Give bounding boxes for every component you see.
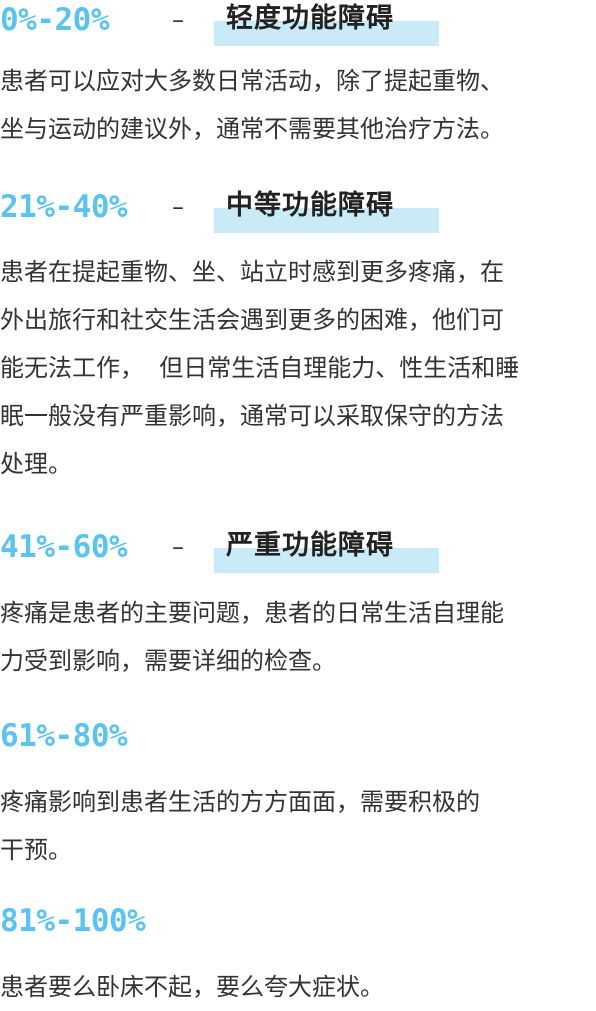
section-21-40: 21%-40% – 中等功能障碍 患者在提起重物、坐、站立时感到更多疼痛，在 外…	[0, 187, 596, 478]
description-line: 患者可以应对大多数日常活动，除了提起重物、	[0, 67, 504, 95]
level-label: 轻度功能障碍	[226, 3, 394, 34]
section-header: 0%-20% – 轻度功能障碍	[0, 0, 596, 46]
range-label: 81%-100%	[0, 903, 146, 939]
description: 疼痛影响到患者生活的方方面面，需要积极的 干预。	[0, 778, 596, 874]
section-header: 81%-100%	[0, 901, 596, 941]
range-label: 61%-80%	[0, 718, 128, 754]
section-61-80: 61%-80% 疼痛影响到患者生活的方方面面，需要积极的 干预。	[0, 716, 596, 864]
range-label: 41%-60%	[0, 529, 128, 565]
separator-dash: –	[172, 193, 184, 221]
level-label: 中等功能障碍	[226, 190, 394, 221]
description: 患者要么卧床不起，要么夸大症状。	[0, 963, 596, 1011]
section-header: 21%-40% – 中等功能障碍	[0, 187, 596, 233]
description: 患者可以应对大多数日常活动，除了提起重物、 坐与运动的建议外，通常不需要其他治疗…	[0, 57, 596, 153]
level-label: 严重功能障碍	[226, 530, 394, 561]
description-line: 疼痛是患者的主要问题，患者的日常生活自理能	[0, 599, 504, 627]
section-header: 41%-60% – 严重功能障碍	[0, 527, 596, 573]
description-line: 疼痛影响到患者生活的方方面面，需要积极的	[0, 788, 480, 816]
range-label: 21%-40%	[0, 189, 128, 225]
range-label: 0%-20%	[0, 2, 109, 38]
description-line: 坐与运动的建议外，通常不需要其他治疗方法。	[0, 115, 504, 143]
description-line: 外出旅行和社交生活会遇到更多的困难，他们可	[0, 306, 504, 334]
description-line: 力受到影响，需要详细的检查。	[0, 647, 336, 675]
level-highlight-bar	[214, 548, 439, 573]
level-highlight-bar	[214, 21, 439, 46]
description-line: 眠一般没有严重影响，通常可以采取保守的方法	[0, 402, 504, 430]
separator-dash: –	[172, 6, 184, 34]
description: 患者在提起重物、坐、站立时感到更多疼痛，在 外出旅行和社交生活会遇到更多的困难，…	[0, 248, 596, 488]
section-81-100: 81%-100% 患者要么卧床不起，要么夸大症状。	[0, 901, 596, 1001]
description-line: 患者在提起重物、坐、站立时感到更多疼痛，在	[0, 258, 504, 286]
description-line: 能无法工作， 但日常生活自理能力、性生活和睡	[0, 354, 520, 382]
description: 疼痛是患者的主要问题，患者的日常生活自理能 力受到影响，需要详细的检查。	[0, 589, 596, 685]
description-line: 干预。	[0, 836, 72, 864]
section-41-60: 41%-60% – 严重功能障碍 疼痛是患者的主要问题，患者的日常生活自理能 力…	[0, 527, 596, 675]
section-header: 61%-80%	[0, 716, 596, 756]
section-0-20: 0%-20% – 轻度功能障碍 患者可以应对大多数日常活动，除了提起重物、 坐与…	[0, 0, 596, 143]
level-highlight-bar	[214, 208, 439, 233]
description-line: 患者要么卧床不起，要么夸大症状。	[0, 973, 384, 1001]
separator-dash: –	[172, 533, 184, 561]
description-line: 处理。	[0, 450, 72, 478]
